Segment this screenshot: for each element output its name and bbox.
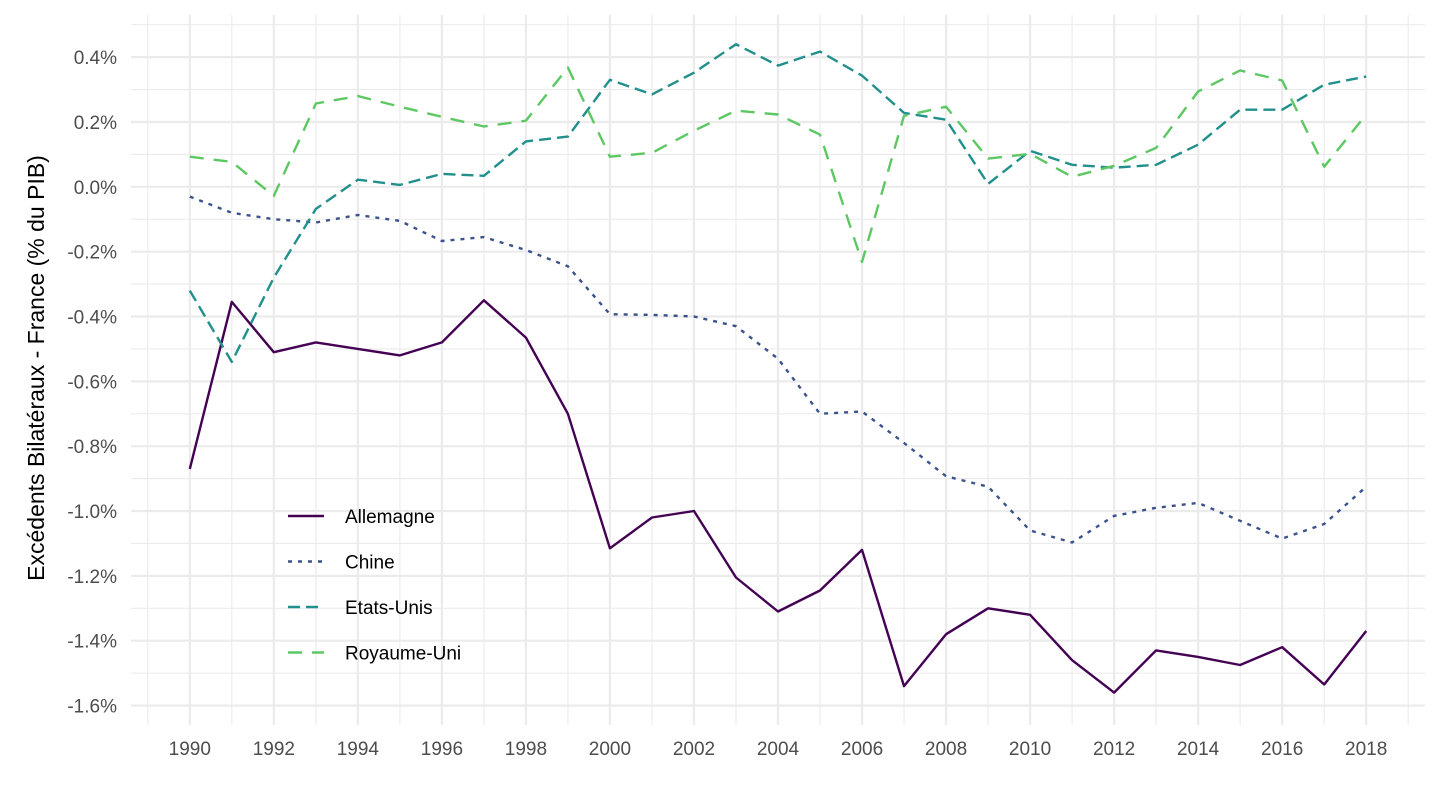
y-tick-label: -0.4%	[67, 308, 117, 329]
series-line-royaume-uni	[189, 66, 1368, 264]
legend: Allemagne Chine Etats-Unis Royaume-Uni	[288, 507, 461, 665]
x-tick-label: 2002	[673, 739, 715, 760]
y-tick-label: -0.2%	[67, 243, 117, 264]
x-tick-label: 2006	[841, 739, 883, 760]
x-tick-label: 1998	[505, 739, 547, 760]
major-gridlines	[131, 15, 1425, 725]
y-tick-label: -0.6%	[67, 372, 117, 393]
x-tick-label: 2000	[589, 739, 631, 760]
x-tick-label: 1996	[421, 739, 463, 760]
series-lines	[188, 43, 1368, 694]
x-tick-label: 2004	[757, 739, 800, 760]
x-tick-label: 1994	[337, 739, 380, 760]
series-line-chine	[189, 195, 1367, 544]
x-tick-label: 2010	[1009, 739, 1051, 760]
y-tick-label: 0.4%	[74, 48, 117, 69]
y-tick-label: -1.0%	[67, 502, 117, 523]
series-line-allemagne	[188, 299, 1368, 694]
y-tick-label: -0.8%	[67, 437, 117, 458]
y-axis-title: Excédents Bilatéraux - France (% du PIB)	[23, 155, 49, 581]
x-tick-label: 2008	[925, 739, 967, 760]
x-axis-tick-labels: 1990 1992 1994 1996 1998 2000 2002 2004 2006 2008…	[169, 739, 1388, 760]
x-tick-label: 1990	[169, 739, 211, 760]
y-tick-label: -1.2%	[67, 567, 117, 588]
x-tick-label: 2016	[1261, 739, 1303, 760]
legend-label: Etats-Unis	[345, 598, 433, 619]
y-tick-label: 0.2%	[74, 113, 117, 134]
x-tick-label: 2012	[1093, 739, 1135, 760]
y-tick-label: -1.4%	[67, 632, 117, 653]
y-axis-tick-labels: 0.4% 0.2% 0.0% -0.2% -0.4% -0.6% -0.8% -1.0% -1.…	[67, 48, 117, 717]
legend-label: Chine	[345, 553, 395, 574]
series-line-etats-unis	[188, 43, 1367, 364]
y-tick-label: 0.0%	[74, 178, 117, 199]
x-tick-label: 2018	[1345, 739, 1387, 760]
legend-label: Royaume-Uni	[345, 644, 461, 665]
legend-label: Allemagne	[345, 507, 435, 528]
y-tick-label: -1.6%	[67, 697, 117, 718]
x-tick-label: 2014	[1177, 739, 1220, 760]
x-tick-label: 1992	[253, 739, 295, 760]
